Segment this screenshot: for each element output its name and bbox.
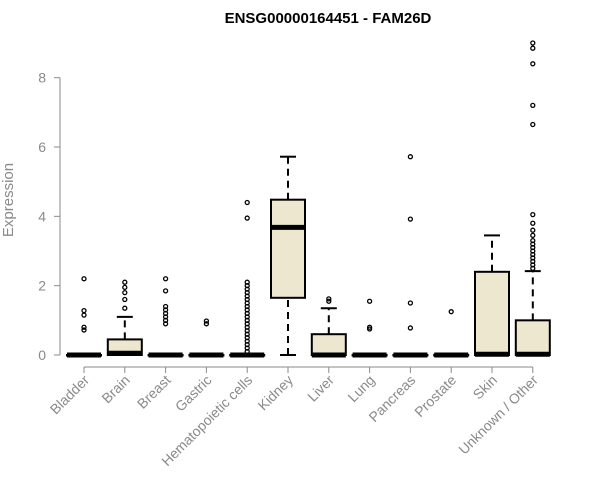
outlier-point <box>530 121 536 128</box>
outlier-point <box>326 298 332 304</box>
x-tick-label: Brain <box>98 372 132 406</box>
outlier-point <box>530 40 536 46</box>
outlier-point <box>122 305 128 311</box>
chart-title: ENSG00000164451 - FAM26D <box>225 10 432 27</box>
outlier-point <box>407 300 414 306</box>
outlier-point <box>122 296 128 303</box>
outlier-point <box>81 307 87 314</box>
box-group <box>514 40 551 357</box>
box-group <box>106 279 143 356</box>
outlier-point <box>530 211 536 218</box>
box-group <box>66 276 102 358</box>
outlier-point <box>407 216 414 222</box>
outlier-point <box>122 289 128 296</box>
outlier-point <box>162 303 169 310</box>
box <box>514 319 551 357</box>
outlier-point <box>530 45 536 51</box>
outlier-point <box>530 220 536 226</box>
x-tick-label: Lung <box>344 372 377 405</box>
box-group <box>392 154 429 358</box>
box-group <box>270 155 306 356</box>
y-axis-label: Expression <box>0 163 17 237</box>
box-group <box>351 298 388 358</box>
outlier-point <box>366 298 373 304</box>
box-group <box>433 309 470 358</box>
box-group <box>474 234 510 357</box>
box <box>270 198 306 299</box>
outlier-point <box>244 215 250 221</box>
outlier-point <box>122 279 128 285</box>
box-group <box>229 199 266 358</box>
outlier-point <box>530 232 536 239</box>
outlier-point <box>81 327 87 333</box>
box-group <box>147 276 184 358</box>
outlier-point <box>81 324 87 330</box>
y-tick-label: 8 <box>38 70 46 86</box>
outlier-point <box>366 324 373 330</box>
x-tick-label: Kidney <box>255 372 297 414</box>
outlier-point <box>530 61 536 67</box>
y-tick-label: 6 <box>38 139 46 155</box>
x-tick-label: Liver <box>304 372 337 405</box>
box-group <box>188 318 225 358</box>
box <box>310 333 347 357</box>
outlier-point <box>326 296 332 302</box>
y-tick-label: 4 <box>38 208 46 224</box>
box <box>474 270 510 356</box>
outlier-point <box>407 154 414 160</box>
outlier-point <box>244 279 250 285</box>
box-group <box>310 296 347 358</box>
outlier-point <box>162 276 169 282</box>
outlier-point <box>81 312 87 318</box>
x-tick-label: Prostate <box>411 372 459 420</box>
plot-area <box>66 40 551 358</box>
outlier-point <box>203 318 210 324</box>
outlier-point <box>203 321 210 327</box>
outlier-point <box>530 227 536 233</box>
outlier-point <box>162 288 169 294</box>
outlier-point <box>81 276 87 282</box>
outlier-point <box>448 309 454 315</box>
x-tick-label: Skin <box>470 372 501 403</box>
y-tick-label: 2 <box>38 278 46 294</box>
outlier-point <box>244 199 250 206</box>
outlier-point <box>407 325 414 331</box>
outlier-point <box>530 237 536 244</box>
y-tick-label: 0 <box>38 347 46 363</box>
outlier-point <box>530 102 536 109</box>
outlier-point <box>122 284 128 291</box>
y-axis: 0 2 4 6 8 <box>38 70 61 363</box>
x-tick-label: Breast <box>134 372 174 412</box>
x-tick-label: Bladder <box>47 372 93 418</box>
